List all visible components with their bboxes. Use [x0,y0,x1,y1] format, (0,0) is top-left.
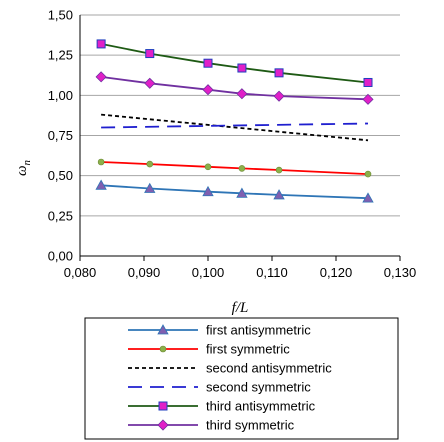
legend-entry: third symmetric [128,418,295,433]
x-tick-label: 0,100 [192,265,225,280]
data-point [236,88,248,100]
legend-entry: second antisymmetric [128,361,332,376]
x-tick-label: 0,090 [128,265,161,280]
data-point [274,68,284,78]
legend-marker [159,345,167,353]
y-axis-title-main: ω [14,165,30,176]
y-axis-title-subscript: n [21,159,33,165]
x-tick-label: 0,130 [384,265,417,280]
data-point [238,165,246,172]
legend-box [84,317,399,440]
data-point [145,49,155,59]
axes [79,15,401,261]
data-point [144,77,156,89]
data-point [146,160,154,168]
y-tick-label: 0,50 [48,168,73,183]
legend: first antisymmetric first symmetric second… [84,317,399,440]
legend-label: second antisymmetric [206,361,332,376]
data-point [95,179,107,190]
data-point [95,71,107,83]
y-axis-title: ωn [14,159,33,176]
legend-marker [158,401,168,411]
data-point [203,58,213,68]
legend-label: second symmetric [206,380,311,395]
x-tick-label: 0,080 [64,265,97,280]
grid-lines [80,14,400,257]
series-line-5 [100,76,369,101]
data-point [273,90,285,102]
series-line-2 [101,113,369,142]
y-tick-label: 0,25 [48,208,73,223]
series-markers [95,39,374,203]
legend-items: first antisymmetric first symmetric second… [128,323,332,433]
data-point [97,158,105,166]
data-point [363,77,373,87]
legend-entry: second symmetric [128,380,311,395]
x-tick-label: 0,110 [256,265,288,280]
x-axis-title: f/L [232,300,249,316]
series-line-0 [101,184,369,200]
x-tick-labels: 0,080 0,090 0,100 0,110 0,120 0,130 [64,265,417,280]
data-point [204,163,212,171]
data-point [202,185,214,197]
legend-label: first symmetric [206,342,290,357]
legend-entry: first symmetric [128,342,290,357]
y-tick-labels: 0,00 0,25 0,50 0,75 1,00 1,25 1,50 [48,8,73,264]
y-tick-label: 1,50 [48,8,73,23]
y-tick-label: 0,00 [48,249,73,264]
legend-label: third antisymmetric [206,399,316,414]
y-tick-label: 1,00 [48,88,73,103]
legend-label: first antisymmetric [206,323,311,338]
data-point [362,192,374,203]
y-tick-label: 0,75 [48,128,73,143]
data-point [275,166,283,174]
data-point [362,93,374,105]
data-point [237,63,247,73]
legend-entry: first antisymmetric [128,323,311,338]
legend-marker [157,419,169,431]
legend-marker [157,324,169,335]
data-point [96,39,106,49]
series-lines [100,43,369,200]
legend-entry: third antisymmetric [128,399,316,414]
series-line-4 [100,43,369,84]
series-line-3 [101,122,369,129]
series-line-1 [101,161,369,175]
data-point [364,170,372,178]
data-point [144,182,156,193]
data-point [273,189,285,200]
data-point [236,187,248,198]
y-tick-label: 1,25 [48,48,73,63]
legend-label: third symmetric [206,418,295,433]
data-point [202,84,214,96]
x-tick-label: 0,120 [320,265,353,280]
